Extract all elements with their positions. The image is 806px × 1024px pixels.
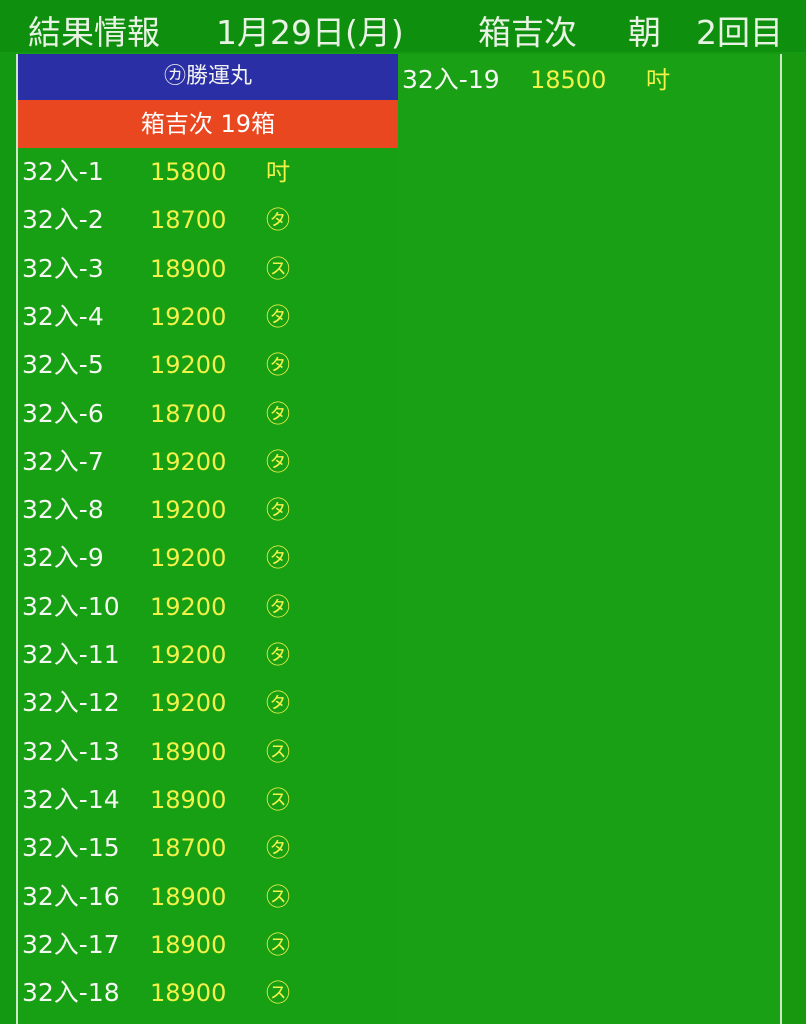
header: 結果情報 1月29日(月) 箱吉次 朝 2回目	[0, 0, 806, 52]
price: 18500	[530, 66, 607, 94]
result-row: 32入-16 18900 ㋜	[18, 877, 398, 925]
grade-mark: 吋	[646, 66, 670, 94]
lot-number: 32入-10	[22, 591, 120, 621]
grade-mark: ㋟	[266, 641, 290, 669]
price: 19200	[150, 641, 227, 669]
result-row: 32入-1 15800 吋	[18, 152, 398, 200]
lot-number: 32入-4	[22, 301, 104, 331]
grade-mark: ㋟	[266, 447, 290, 476]
price: 19200	[150, 689, 227, 718]
result-row: 32入-13 18900 ㋜	[18, 732, 398, 780]
grade-mark: ㋜	[266, 930, 290, 959]
result-row: 32入-5 19200 ㋟	[18, 345, 398, 393]
lot-number: 32入-13	[22, 736, 120, 766]
result-row: 32入-10 19200 ㋟	[18, 587, 398, 635]
title-part: 箱吉次	[478, 13, 577, 52]
result-row: 32入-19 18500 吋	[398, 60, 780, 108]
grade-mark: ㋟	[266, 544, 290, 573]
lot-number: 32入-5	[22, 350, 104, 380]
grade-mark: ㋟	[266, 592, 290, 621]
grade-mark: ㋟	[266, 351, 290, 380]
price: 18700	[150, 834, 227, 863]
grade-mark: 吋	[266, 158, 290, 186]
grade-mark: ㋜	[266, 254, 290, 283]
lot-number: 32入-1	[22, 157, 104, 186]
title-part: 朝	[628, 13, 661, 52]
price: 18700	[150, 399, 227, 428]
result-row: 32入-2 18700 ㋟	[18, 200, 398, 248]
lot-number: 32入-16	[22, 881, 120, 911]
result-row: 32入-18 18900 ㋜	[18, 973, 398, 1021]
grade-mark: ㋟	[266, 689, 290, 718]
price: 19200	[150, 447, 227, 476]
lot-summary: 箱吉次 19箱	[18, 100, 398, 148]
lot-number: 32入-11	[22, 640, 120, 669]
grade-mark: ㋜	[266, 737, 290, 766]
grade-mark: ㋟	[266, 399, 290, 428]
lot-number: 32入-17	[22, 929, 120, 959]
price: 15800	[150, 158, 227, 186]
price: 19200	[150, 592, 227, 621]
price: 18900	[150, 930, 227, 959]
result-row: 32入-9 19200 ㋟	[18, 538, 398, 586]
result-row: 32入-8 19200 ㋟	[18, 490, 398, 538]
lot-number: 32入-8	[22, 495, 104, 525]
result-row: 32入-6 18700 ㋟	[18, 394, 398, 442]
price: 19200	[150, 302, 227, 331]
result-row: 32入-3 18900 ㋜	[18, 249, 398, 297]
grade-mark: ㋟	[266, 834, 290, 863]
result-row: 32入-14 18900 ㋜	[18, 780, 398, 828]
lot-number: 32入-19	[402, 65, 500, 94]
lot-number: 32入-2	[22, 205, 104, 235]
price: 19200	[150, 544, 227, 573]
title-part: 1月29日(月)	[216, 13, 404, 52]
lot-number: 32入-15	[22, 833, 120, 863]
result-row: 32入-12 19200 ㋟	[18, 683, 398, 731]
lot-number: 32入-14	[22, 784, 120, 814]
grade-mark: ㋜	[266, 882, 290, 911]
price: 18900	[150, 882, 227, 911]
result-row: 32入-4 19200 ㋟	[18, 297, 398, 345]
grade-mark: ㋟	[266, 496, 290, 525]
result-row: 32入-15 18700 ㋟	[18, 828, 398, 876]
price: 18900	[150, 737, 227, 766]
buyer-name: ㋕勝運丸	[18, 54, 398, 100]
price: 19200	[150, 351, 227, 380]
title-part: 2回目	[696, 13, 783, 52]
lot-number: 32入-12	[22, 688, 120, 718]
result-row: 32入-17 18900 ㋜	[18, 925, 398, 973]
price: 18900	[150, 979, 227, 1008]
result-row: 32入-11 19200 ㋟	[18, 635, 398, 683]
price: 18900	[150, 785, 227, 814]
grade-mark: ㋜	[266, 785, 290, 814]
grade-mark: ㋜	[266, 979, 290, 1008]
lot-number: 32入-3	[22, 253, 104, 283]
lot-number: 32入-18	[22, 978, 120, 1008]
grade-mark: ㋟	[266, 302, 290, 331]
price: 18900	[150, 254, 227, 283]
column	[782, 54, 806, 1024]
lot-number: 32入-7	[22, 446, 104, 476]
column: ㋕勝運丸 箱吉次 19箱 32入-1 15800 吋 32入-2 18700 ㋟ 32入-3…	[16, 54, 400, 1024]
price: 18700	[150, 206, 227, 235]
lot-number: 32入-9	[22, 543, 104, 573]
lot-number: 32入-6	[22, 398, 104, 428]
title-part: 結果情報	[28, 13, 160, 52]
price: 19200	[150, 496, 227, 525]
grade-mark: ㋟	[266, 206, 290, 235]
result-row: 32入-7 19200 ㋟	[18, 442, 398, 490]
column: 32入-19 18500 吋	[398, 54, 782, 1024]
